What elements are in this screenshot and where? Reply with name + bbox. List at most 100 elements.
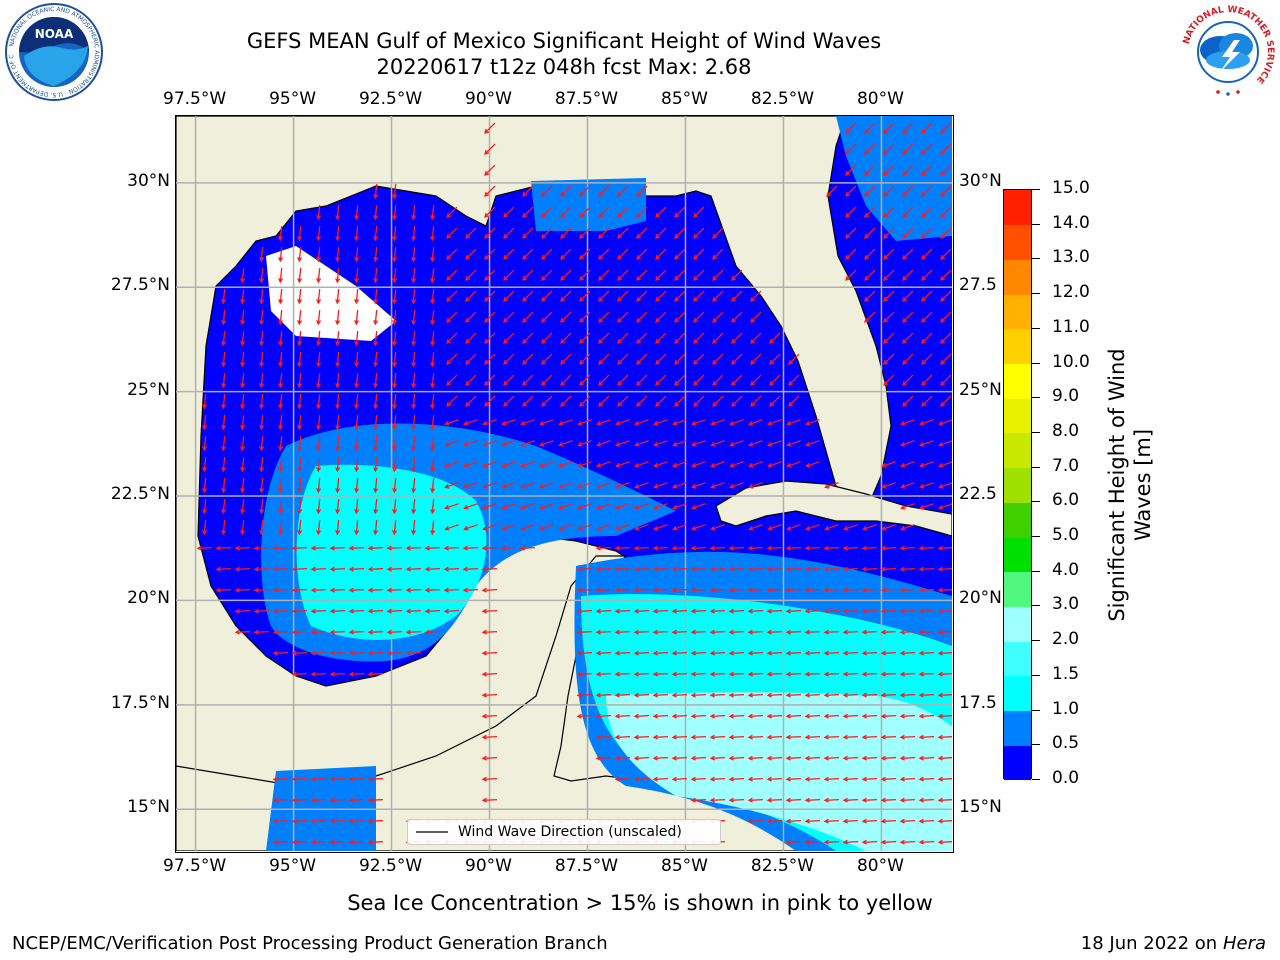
wave-direction-arrow	[215, 566, 232, 572]
wave-direction-arrow	[674, 206, 686, 218]
wave-direction-arrow	[655, 353, 667, 365]
wave-direction-arrow	[864, 185, 876, 197]
wave-direction-arrow	[937, 839, 953, 845]
wave-direction-arrow	[310, 629, 327, 635]
wave-direction-arrow	[823, 839, 840, 845]
wave-direction-arrow	[576, 566, 593, 572]
wave-direction-arrow	[902, 269, 914, 281]
wave-direction-arrow	[430, 225, 436, 242]
wave-direction-arrow	[430, 393, 436, 410]
wave-direction-arrow	[693, 248, 705, 260]
wave-direction-arrow	[652, 734, 669, 740]
wave-direction-arrow	[937, 587, 953, 593]
wave-direction-arrow	[392, 393, 398, 410]
wave-direction-arrow	[367, 818, 384, 824]
wave-direction-arrow	[367, 566, 384, 572]
wave-direction-arrow	[354, 498, 360, 515]
wave-direction-arrow	[709, 755, 726, 761]
wave-direction-arrow	[940, 395, 952, 407]
wave-direction-arrow	[747, 587, 764, 593]
colorbar-segment	[1004, 745, 1031, 781]
lat-tick-right: 17.5	[959, 692, 997, 713]
wave-direction-arrow	[411, 267, 417, 284]
wave-direction-arrow	[921, 143, 933, 155]
wave-direction-arrow	[842, 692, 859, 698]
wave-direction-arrow	[918, 587, 935, 593]
wave-direction-arrow	[202, 477, 208, 494]
lat-tick-left: 20°N	[127, 588, 170, 609]
wave-direction-arrow	[937, 608, 953, 614]
wave-direction-arrow	[710, 461, 725, 468]
lat-tick-right: 20°N	[959, 588, 1002, 609]
wave-direction-arrow	[446, 332, 458, 344]
wave-direction-arrow	[671, 629, 688, 635]
wave-direction-arrow	[373, 204, 379, 221]
wave-direction-arrow	[272, 797, 289, 803]
wave-direction-arrow	[503, 374, 515, 386]
wave-direction-arrow	[691, 440, 706, 447]
wave-direction-arrow	[335, 435, 341, 452]
wave-direction-arrow	[560, 353, 572, 365]
wave-direction-arrow	[335, 288, 341, 305]
colorbar-segment	[1004, 190, 1031, 226]
wave-direction-arrow	[278, 309, 284, 326]
wave-direction-arrow	[805, 461, 820, 468]
wave-direction-arrow	[693, 206, 705, 218]
wave-direction-arrow	[520, 419, 535, 426]
wave-direction-arrow	[481, 629, 498, 635]
wave-direction-arrow	[864, 206, 876, 218]
wave-direction-arrow	[310, 839, 327, 845]
wave-direction-arrow	[462, 587, 479, 593]
wave-direction-arrow	[652, 692, 669, 698]
map-legend: Wind Wave Direction (unscaled)	[407, 819, 721, 845]
wave-direction-arrow	[712, 395, 724, 407]
wave-direction-arrow	[766, 545, 783, 551]
wave-direction-arrow	[615, 461, 630, 468]
wave-direction-arrow	[446, 374, 458, 386]
wave-direction-arrow	[617, 353, 629, 365]
wave-direction-arrow	[297, 414, 303, 431]
wave-direction-arrow	[845, 143, 857, 155]
wave-direction-arrow	[617, 311, 629, 323]
plot-subtitle: 20220617 t12z 048h fcst Max: 2.68	[376, 55, 752, 79]
wave-direction-arrow	[541, 227, 553, 239]
wave-direction-arrow	[558, 419, 573, 426]
wave-direction-arrow	[690, 797, 707, 803]
wave-direction-arrow	[430, 267, 436, 284]
wave-direction-arrow	[728, 629, 745, 635]
wave-direction-arrow	[823, 734, 840, 740]
wave-direction-arrow	[411, 477, 417, 494]
wave-direction-arrow	[392, 519, 398, 536]
wave-direction-arrow	[900, 503, 915, 510]
wave-direction-arrow	[541, 290, 553, 302]
wave-direction-arrow	[652, 755, 669, 761]
wave-direction-arrow	[921, 311, 933, 323]
wave-direction-arrow	[444, 440, 459, 447]
wave-direction-arrow	[463, 503, 478, 510]
lon-tick-bottom: 87.5°W	[554, 856, 619, 876]
wave-direction-arrow	[731, 353, 743, 365]
wave-direction-arrow	[919, 440, 934, 447]
wave-direction-arrow	[411, 414, 417, 431]
wave-direction-arrow	[463, 524, 478, 531]
wave-direction-arrow	[316, 393, 322, 410]
wave-direction-arrow	[522, 227, 534, 239]
wave-direction-arrow	[522, 332, 534, 344]
wave-direction-arrow	[710, 440, 725, 447]
wave-direction-arrow	[861, 650, 878, 656]
wave-direction-arrow	[709, 734, 726, 740]
wave-direction-arrow	[940, 164, 952, 176]
lon-tick-top: 85°W	[661, 89, 708, 109]
wave-direction-arrow	[484, 248, 496, 260]
wave-direction-arrow	[443, 566, 460, 572]
wave-direction-arrow	[595, 692, 612, 698]
wave-direction-arrow	[577, 419, 592, 426]
colorbar-tick-label: 0.0	[1052, 768, 1080, 788]
wave-direction-arrow	[411, 519, 417, 536]
wave-direction-arrow	[902, 143, 914, 155]
wave-direction-arrow	[902, 332, 914, 344]
wave-direction-arrow	[221, 414, 227, 431]
wave-direction-arrow	[221, 309, 227, 326]
wave-direction-arrow	[596, 461, 611, 468]
wave-direction-arrow	[481, 566, 498, 572]
